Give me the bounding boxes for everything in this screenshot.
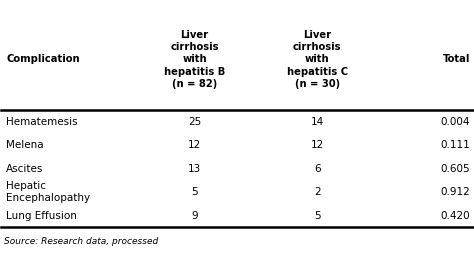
Text: Complication: Complication: [6, 54, 80, 64]
Text: Melena: Melena: [6, 140, 44, 150]
Text: 0.111: 0.111: [440, 140, 470, 150]
Text: Ascites: Ascites: [6, 164, 44, 174]
Text: 13: 13: [188, 164, 201, 174]
Text: Hematemesis: Hematemesis: [6, 117, 78, 127]
Text: Liver
cirrhosis
with
hepatitis B
(n = 82): Liver cirrhosis with hepatitis B (n = 82…: [164, 30, 225, 89]
Text: 0.912: 0.912: [440, 187, 470, 197]
Text: 14: 14: [310, 117, 324, 127]
Text: Total: Total: [443, 54, 470, 64]
Text: 25: 25: [188, 117, 201, 127]
Text: Source: Research data, processed: Source: Research data, processed: [4, 237, 158, 246]
Text: 12: 12: [310, 140, 324, 150]
Text: 5: 5: [191, 187, 198, 197]
Text: 6: 6: [314, 164, 320, 174]
Text: 9: 9: [191, 211, 198, 221]
Text: 0.004: 0.004: [441, 117, 470, 127]
Text: 0.420: 0.420: [441, 211, 470, 221]
Text: 0.605: 0.605: [441, 164, 470, 174]
Text: 12: 12: [188, 140, 201, 150]
Text: 2: 2: [314, 187, 320, 197]
Text: 5: 5: [314, 211, 320, 221]
Text: Hepatic
Encephalopathy: Hepatic Encephalopathy: [6, 181, 90, 203]
Text: Lung Effusion: Lung Effusion: [6, 211, 77, 221]
Text: Liver
cirrhosis
with
hepatitis C
(n = 30): Liver cirrhosis with hepatitis C (n = 30…: [287, 30, 347, 89]
